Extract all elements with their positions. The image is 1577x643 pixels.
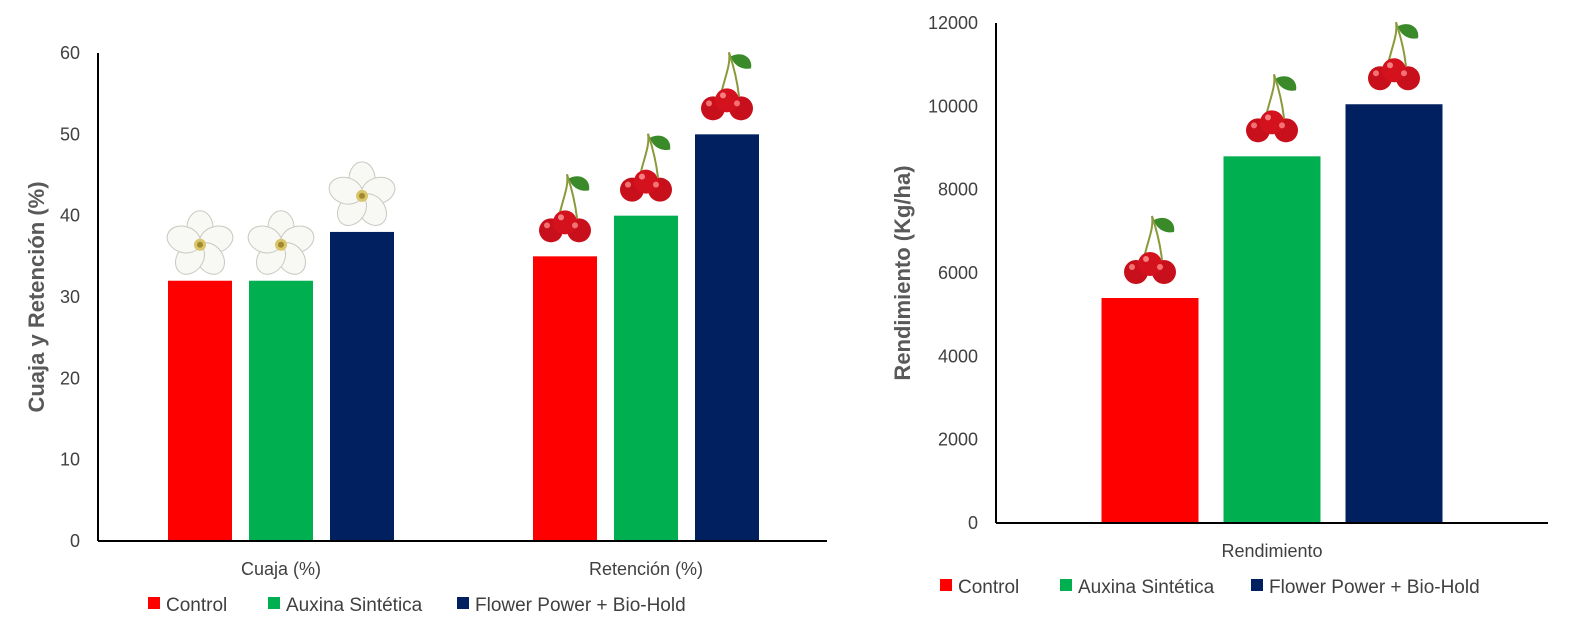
legend-label: Control	[166, 595, 227, 616]
legend-label: Auxina Sintética	[1078, 577, 1215, 598]
legend: Control Auxina Sintética Flower Power + Bi…	[940, 577, 1480, 598]
cherry-icon	[1245, 73, 1299, 144]
y-tick-label: 0	[968, 513, 978, 533]
y-tick-label: 2000	[938, 430, 978, 450]
y-tick-label: 10000	[928, 96, 978, 116]
bar	[330, 231, 394, 541]
legend-swatch	[268, 597, 280, 609]
x-tick-label: Retención (%)	[589, 559, 703, 579]
cherry-icon	[1367, 21, 1421, 92]
legend-label: Auxina Sintética	[286, 595, 423, 616]
y-tick-label: 0	[70, 531, 80, 551]
bar	[249, 280, 313, 541]
legend-label: Flower Power + Bio-Hold	[475, 595, 686, 616]
y-tick-label: 50	[60, 124, 80, 144]
x-tick-label: Cuaja (%)	[241, 559, 321, 579]
y-tick-label: 12000	[928, 13, 978, 33]
y-tick-label: 8000	[938, 180, 978, 200]
flower-icon	[163, 210, 237, 281]
bar	[1101, 298, 1199, 523]
x-tick-label: Rendimiento	[1221, 541, 1322, 561]
y-tick-label: 6000	[938, 263, 978, 283]
bar	[614, 215, 678, 541]
legend-swatch	[457, 597, 469, 609]
cherry-icon	[619, 132, 673, 203]
y-tick-label: 30	[60, 287, 80, 307]
flower-icon	[325, 161, 399, 232]
legend: Control Auxina Sintética Flower Power + Bi…	[148, 595, 686, 616]
y-tick-label: 10	[60, 450, 80, 470]
y-tick-label: 4000	[938, 346, 978, 366]
chart-2: 0 2000 4000 6000 8000 10000 12000 Rendimiento (…	[890, 13, 1548, 598]
bar	[1223, 156, 1321, 524]
y-tick-label: 60	[60, 43, 80, 63]
y-axis-title: Rendimiento (Kg/ha)	[890, 165, 915, 380]
y-tick-label: 40	[60, 206, 80, 226]
cherry-icon	[1123, 215, 1177, 285]
legend-swatch	[1060, 579, 1072, 591]
y-tick-label: 20	[60, 368, 80, 388]
bar	[1345, 104, 1443, 523]
bar	[695, 134, 759, 542]
cherry-icon	[700, 51, 754, 122]
bar	[168, 280, 232, 541]
legend-label: Flower Power + Bio-Hold	[1269, 577, 1480, 598]
legend-label: Control	[958, 577, 1019, 598]
legend-swatch	[940, 579, 952, 591]
chart-1: 0 10 20 30 40 50 60 Cuaja y Retención (%) Cuaja …	[24, 43, 827, 616]
legend-swatch	[148, 597, 160, 609]
flower-icon	[244, 210, 318, 281]
bar	[533, 256, 597, 541]
legend-swatch	[1251, 579, 1263, 591]
y-axis-title: Cuaja y Retención (%)	[24, 181, 49, 412]
cherry-icon	[538, 173, 592, 244]
